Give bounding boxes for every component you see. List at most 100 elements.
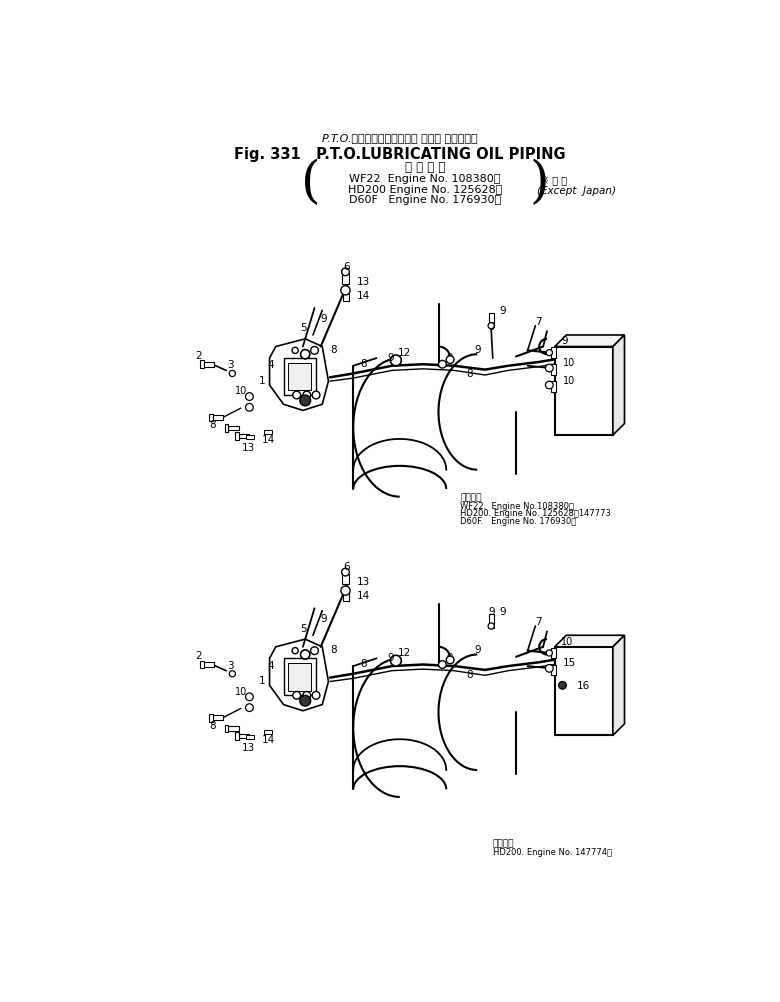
- Text: 3: 3: [227, 660, 233, 670]
- Text: P.T.O.ルーブリケーティング オイル パイピング: P.T.O.ルーブリケーティング オイル パイピング: [322, 133, 477, 143]
- Text: 2: 2: [195, 650, 201, 660]
- Text: 14: 14: [261, 734, 275, 744]
- Text: Fig. 331   P.T.O.LUBRICATING OIL PIPING: Fig. 331 P.T.O.LUBRICATING OIL PIPING: [234, 146, 566, 161]
- Text: 8: 8: [209, 719, 215, 729]
- Bar: [555, 647, 613, 735]
- Text: 8: 8: [466, 669, 473, 679]
- Text: D60F.   Engine No. 176930～: D60F. Engine No. 176930～: [460, 516, 576, 525]
- Text: 3: 3: [227, 360, 233, 370]
- Bar: [555, 347, 613, 436]
- Circle shape: [438, 661, 446, 668]
- Text: 1: 1: [258, 375, 265, 385]
- Text: 9: 9: [320, 613, 327, 623]
- Bar: [288, 663, 311, 691]
- Bar: [343, 592, 349, 602]
- Circle shape: [312, 392, 320, 400]
- Text: 6: 6: [344, 262, 350, 272]
- Circle shape: [545, 382, 553, 390]
- Text: 適用号機: 適用号機: [493, 839, 514, 848]
- Polygon shape: [613, 635, 625, 735]
- Bar: [225, 724, 229, 732]
- Circle shape: [488, 324, 495, 330]
- Text: ): ): [529, 158, 549, 208]
- Circle shape: [246, 404, 254, 412]
- Circle shape: [341, 586, 350, 595]
- Circle shape: [229, 671, 236, 677]
- Bar: [551, 665, 556, 675]
- Text: 9: 9: [499, 606, 505, 616]
- Circle shape: [446, 656, 454, 664]
- Text: HD200. Engine No. 125628～147773: HD200. Engine No. 125628～147773: [460, 509, 611, 518]
- Bar: [212, 416, 223, 420]
- Text: 適用号機: 適用号機: [460, 493, 482, 502]
- Text: WF22.  Engine No.108380～: WF22. Engine No.108380～: [460, 501, 574, 510]
- Text: 9: 9: [447, 652, 453, 662]
- Circle shape: [546, 351, 552, 357]
- Text: 9: 9: [561, 336, 568, 346]
- Circle shape: [558, 681, 566, 689]
- Bar: [228, 726, 239, 731]
- Text: 8: 8: [330, 644, 337, 654]
- Bar: [288, 364, 311, 391]
- Bar: [236, 732, 239, 740]
- Circle shape: [300, 695, 310, 706]
- Text: 12: 12: [399, 647, 412, 657]
- Text: 8: 8: [360, 658, 367, 668]
- Bar: [246, 436, 254, 440]
- Bar: [551, 382, 556, 393]
- Text: 9: 9: [474, 644, 480, 654]
- Text: WF22  Engine No. 108380～: WF22 Engine No. 108380～: [349, 173, 501, 183]
- Text: 9: 9: [474, 345, 480, 355]
- Text: 9: 9: [387, 352, 394, 362]
- Bar: [228, 427, 239, 431]
- Bar: [283, 359, 316, 396]
- Bar: [551, 648, 556, 658]
- Circle shape: [300, 650, 310, 659]
- Text: 13: 13: [357, 577, 370, 587]
- Text: ※ 外 貨: ※ 外 貨: [541, 175, 567, 185]
- Text: 16: 16: [576, 680, 590, 690]
- Polygon shape: [555, 635, 625, 647]
- Text: 10: 10: [235, 686, 247, 696]
- Bar: [264, 730, 272, 734]
- Circle shape: [229, 371, 236, 377]
- Circle shape: [303, 392, 310, 400]
- Text: 10: 10: [235, 386, 247, 396]
- Text: 14: 14: [357, 291, 370, 301]
- Text: 8: 8: [209, 420, 215, 430]
- Circle shape: [300, 396, 310, 407]
- Bar: [200, 661, 204, 668]
- Circle shape: [391, 356, 401, 367]
- Text: 9: 9: [387, 652, 394, 662]
- Text: 13: 13: [242, 742, 255, 753]
- Bar: [239, 434, 250, 439]
- Bar: [489, 314, 495, 328]
- Bar: [203, 363, 214, 367]
- Bar: [236, 433, 239, 440]
- Circle shape: [246, 693, 254, 701]
- Text: 9: 9: [499, 306, 505, 316]
- Text: 8: 8: [330, 345, 337, 355]
- Circle shape: [246, 394, 254, 401]
- Text: HD200 Engine No. 125628～: HD200 Engine No. 125628～: [348, 184, 502, 194]
- Bar: [283, 658, 316, 695]
- Circle shape: [310, 347, 318, 355]
- Text: 14: 14: [357, 590, 370, 600]
- Circle shape: [310, 647, 318, 655]
- Text: 8: 8: [360, 359, 367, 369]
- Bar: [203, 662, 214, 667]
- Text: 適 用 号 機: 適 用 号 機: [405, 160, 445, 173]
- Text: 12: 12: [399, 348, 412, 358]
- Text: 13: 13: [242, 442, 255, 452]
- Circle shape: [292, 392, 300, 400]
- Text: 8: 8: [466, 369, 473, 379]
- Text: 13: 13: [357, 277, 370, 287]
- Text: 7: 7: [535, 617, 542, 627]
- Bar: [342, 275, 349, 285]
- Text: (Except  Japan): (Except Japan): [537, 186, 616, 196]
- Text: 1: 1: [258, 675, 265, 685]
- Text: 10: 10: [562, 358, 575, 368]
- Circle shape: [303, 691, 310, 699]
- Circle shape: [546, 650, 552, 656]
- Circle shape: [488, 623, 495, 629]
